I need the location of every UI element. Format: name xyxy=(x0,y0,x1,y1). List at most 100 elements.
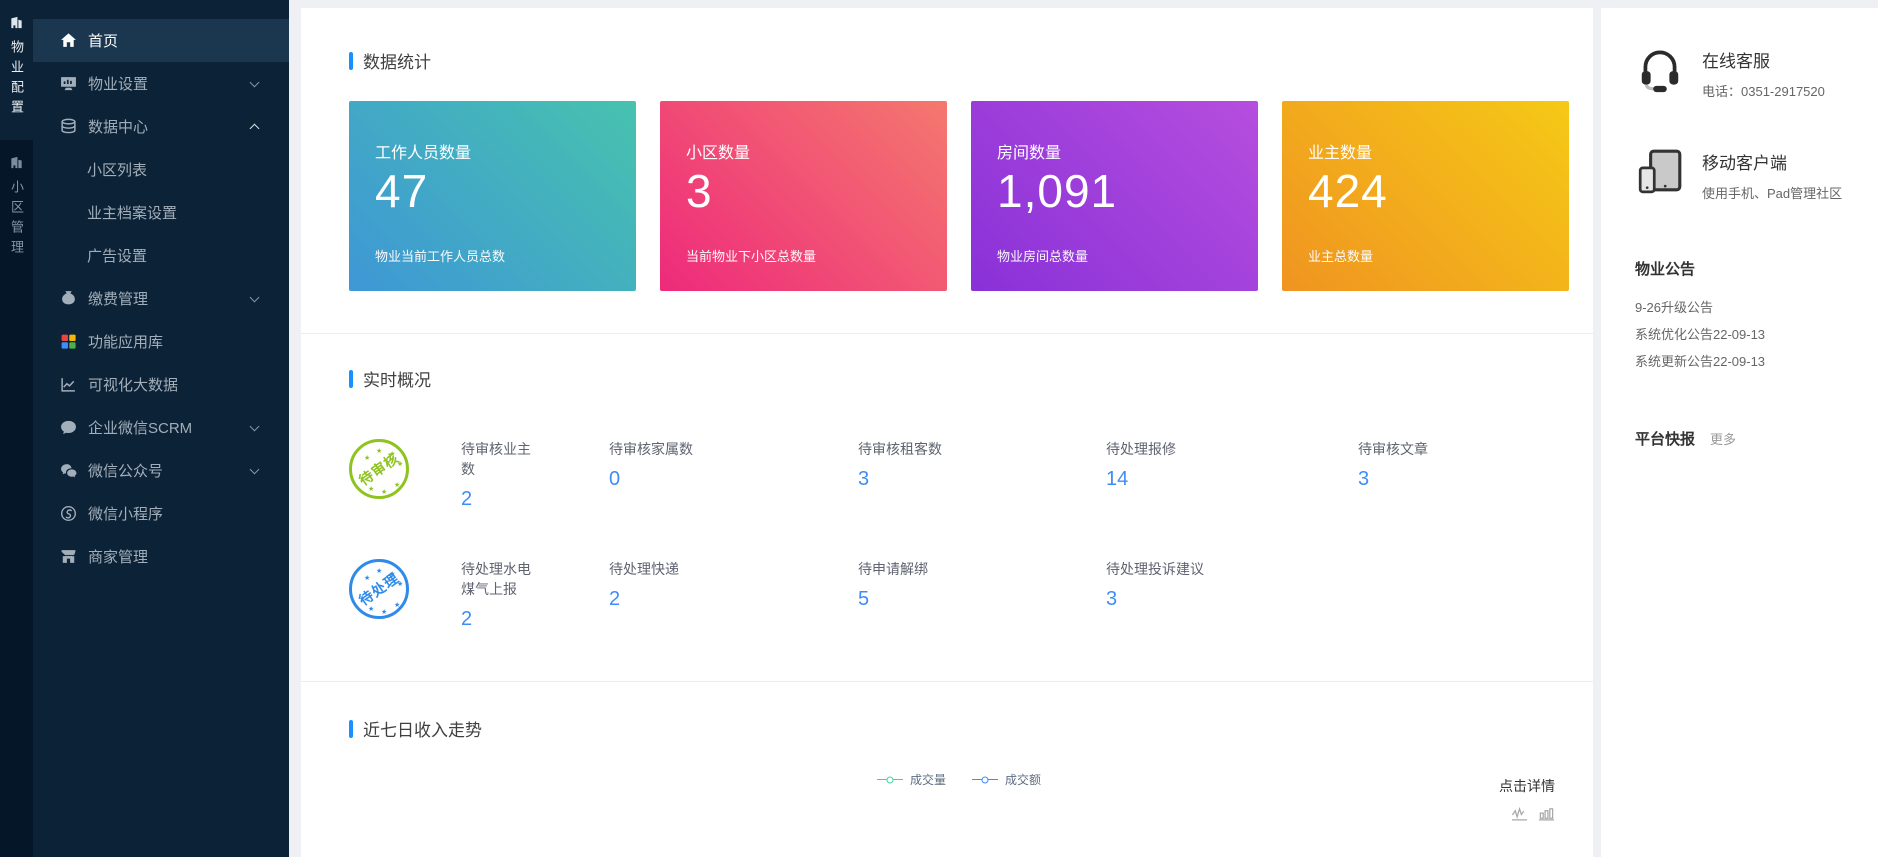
stat-card-caption: 物业当前工作人员总数 xyxy=(375,249,506,264)
monitor-icon xyxy=(60,75,77,92)
section-title-data-stats: 数据统计 xyxy=(349,48,1569,73)
overview-item-value[interactable]: 0 xyxy=(609,468,621,490)
stat-cards: 工作人员数量 47 物业当前工作人员总数 小区数量 3 当前物业下小区总数量 房… xyxy=(349,101,1569,291)
sidebar-item-label: 广告设置 xyxy=(87,248,148,265)
section-title-text: 近七日收入走势 xyxy=(363,721,482,740)
sidebar-item-label: 首页 xyxy=(88,33,119,50)
stamp-text: 待审核 xyxy=(355,449,403,489)
sidebar-item-payment-mgmt[interactable]: 缴费管理 xyxy=(33,277,289,320)
overview-item: 待处理水电煤气上报 2 xyxy=(461,559,609,631)
chevron-up-icon xyxy=(249,123,260,133)
mobile-client-desc: 使用手机、Pad管理社区 xyxy=(1702,186,1843,201)
sidebar-item-ad-settings[interactable]: 广告设置 xyxy=(33,234,289,277)
overview-item: 待处理快递 2 xyxy=(609,559,858,611)
sidebar-item-wechat-miniprogram[interactable]: 微信小程序 xyxy=(33,492,289,535)
legend-item-amount[interactable]: 成交额 xyxy=(972,771,1041,788)
stamp-text: 待处理 xyxy=(355,569,403,609)
sidebar-item-label: 数据中心 xyxy=(88,119,149,136)
stat-card-staff: 工作人员数量 47 物业当前工作人员总数 xyxy=(349,101,636,291)
chevron-down-icon xyxy=(249,292,260,302)
notice-item[interactable]: 9-26升级公告 xyxy=(1635,300,1714,315)
overview-item: 待审核业主数 2 xyxy=(461,439,609,511)
section-divider xyxy=(301,681,1593,682)
sidebar-item-label: 商家管理 xyxy=(88,549,149,566)
sidebar-item-label: 功能应用库 xyxy=(88,334,164,351)
sidebar-item-label: 物业设置 xyxy=(88,76,149,93)
sidebar-item-big-data-visual[interactable]: 可视化大数据 xyxy=(33,363,289,406)
overview-item-value[interactable]: 2 xyxy=(609,588,621,610)
sidebar-item-data-center[interactable]: 数据中心 xyxy=(33,105,289,148)
overview-item-value[interactable]: 14 xyxy=(1106,468,1129,490)
rail-module-label: 物业配置 xyxy=(9,40,24,120)
sidebar-item-wechat-official[interactable]: 微信公众号 xyxy=(33,449,289,492)
stat-card-communities: 小区数量 3 当前物业下小区总数量 xyxy=(660,101,947,291)
content-area: 数据统计 工作人员数量 47 物业当前工作人员总数 小区数量 3 当前物业下小区… xyxy=(289,0,1878,857)
overview-item-label: 待审核业主数 xyxy=(461,441,531,477)
overview-row-pending-handle: ★ ★ ★ ★ ★ ★ ★ ★ 待处理 待处理水电煤气上报 2 待处理快递 2 待申请解绑 … xyxy=(349,559,1569,631)
notice-item[interactable]: 系统优化公告22-09-13 xyxy=(1635,327,1766,342)
stat-card-label: 业主数量 xyxy=(1308,145,1373,162)
line-chart-icon xyxy=(60,376,77,393)
bulletin-more-link[interactable]: 更多 xyxy=(1710,432,1737,447)
sidebar-item-label: 可视化大数据 xyxy=(88,377,179,394)
overview-item-value[interactable]: 3 xyxy=(1358,468,1370,490)
sidebar-item-label: 企业微信SCRM xyxy=(88,420,193,437)
notice-item[interactable]: 系统更新公告22-09-13 xyxy=(1635,354,1766,369)
overview-item-value[interactable]: 2 xyxy=(461,488,473,510)
wechat-icon xyxy=(60,462,77,479)
bulletin-title: 平台快报 xyxy=(1635,431,1696,448)
rail-module-community-mgmt[interactable]: 小区管理 xyxy=(0,140,33,280)
overview-item-label: 待处理水电煤气上报 xyxy=(461,561,531,597)
rail-module-property-config[interactable]: 物业配置 xyxy=(0,0,33,140)
sidebar-item-app-library[interactable]: 功能应用库 xyxy=(33,320,289,363)
sidebar-item-label: 缴费管理 xyxy=(88,291,149,308)
database-icon xyxy=(60,118,77,135)
line-chart-toggle-icon[interactable] xyxy=(1511,807,1528,822)
sidebar-item-property-settings[interactable]: 物业设置 xyxy=(33,62,289,105)
chevron-down-icon xyxy=(249,77,260,87)
building-icon xyxy=(9,15,24,30)
rail-module-label: 小区管理 xyxy=(9,180,24,260)
overview-row-pending-review: ★ ★ ★ ★ ★ ★ ★ ★ 待审核 待审核业主数 2 待审核家属数 0 待审核租客数 3… xyxy=(349,439,1569,511)
chart-legend: 成交量 成交额 xyxy=(349,771,1569,788)
chevron-down-icon xyxy=(249,421,260,431)
overview-item: 待处理报修 14 xyxy=(1106,439,1358,491)
stat-card-value: 1,091 xyxy=(997,165,1118,217)
overview-item-value[interactable]: 3 xyxy=(858,468,870,490)
right-panel: 在线客服 电话：0351-2917520 移动客户端 使用手机、Pad管理社区 … xyxy=(1601,8,1878,857)
overview-item-value[interactable]: 3 xyxy=(1106,588,1118,610)
section-title-realtime-overview: 实时概况 xyxy=(349,366,1569,391)
overview-item-value[interactable]: 5 xyxy=(858,588,870,610)
stat-card-label: 房间数量 xyxy=(997,145,1062,162)
chart-detail-tools: 点击详情 xyxy=(1499,776,1555,822)
legend-item-volume[interactable]: 成交量 xyxy=(876,771,946,788)
sidebar-item-merchant-mgmt[interactable]: 商家管理 xyxy=(33,535,289,578)
sidebar-item-owner-archive-settings[interactable]: 业主档案设置 xyxy=(33,191,289,234)
overview-item-value[interactable]: 2 xyxy=(461,608,473,630)
online-service-block: 在线客服 电话：0351-2917520 xyxy=(1635,44,1862,100)
sidebar-item-label: 小区列表 xyxy=(87,162,148,179)
stat-card-value: 3 xyxy=(686,165,713,217)
section-divider xyxy=(301,333,1593,334)
overview-item-label: 待审核文章 xyxy=(1358,441,1428,457)
stat-card-value: 47 xyxy=(375,165,429,217)
overview-item: 待处理投诉建议 3 xyxy=(1106,559,1358,611)
overview-item-label: 待审核租客数 xyxy=(858,441,942,457)
sidebar: 首页 物业设置 数据中心 小区列表 业主档案设置 广告设置 缴费管理 功能应用库 xyxy=(33,0,289,857)
bar-chart-toggle-icon[interactable] xyxy=(1538,807,1555,822)
sidebar-item-label: 业主档案设置 xyxy=(87,205,178,222)
section-title-text: 数据统计 xyxy=(363,53,431,72)
sidebar-item-home[interactable]: 首页 xyxy=(33,19,289,62)
sidebar-item-wecom-scrm[interactable]: 企业微信SCRM xyxy=(33,406,289,449)
overview-item: 待审核租客数 3 xyxy=(858,439,1106,491)
chevron-down-icon xyxy=(249,464,260,474)
overview-item-label: 待处理报修 xyxy=(1106,441,1176,457)
sidebar-item-label: 微信公众号 xyxy=(88,463,164,480)
legend-label: 成交额 xyxy=(1005,773,1042,787)
sidebar-item-community-list[interactable]: 小区列表 xyxy=(33,148,289,191)
stat-card-value: 424 xyxy=(1308,165,1388,217)
headset-icon xyxy=(1635,44,1685,94)
home-icon xyxy=(60,32,77,49)
pending-review-stamp-icon: ★ ★ ★ ★ ★ ★ ★ ★ 待审核 xyxy=(349,439,409,499)
money-bag-icon xyxy=(60,290,77,307)
